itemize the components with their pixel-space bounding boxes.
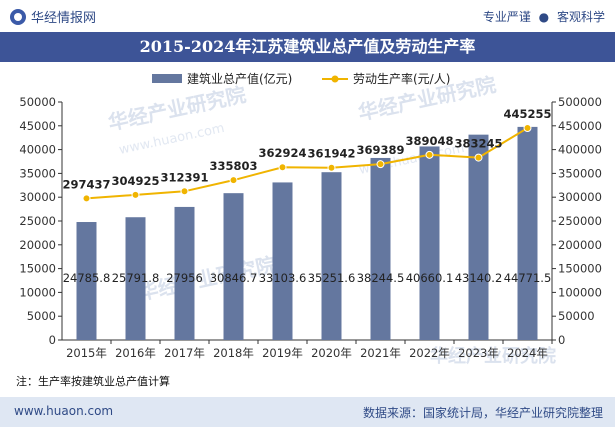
line-point [474, 153, 483, 162]
x-tick-label: 2016年 [115, 346, 156, 360]
y-left-tick-label: 5000 [27, 309, 56, 323]
line-point [425, 150, 434, 159]
y-left-tick-label: 25000 [19, 214, 56, 228]
x-tick-label: 2020年 [311, 346, 352, 360]
top-bar: 华经情报网 专业严谨 ● 客观科学 [0, 0, 615, 32]
y-left-tick-label: 35000 [19, 166, 56, 180]
y-left-tick-label: 30000 [19, 190, 56, 204]
line-point [180, 187, 189, 196]
y-right-tick-label: 500000 [558, 95, 602, 109]
y-right-tick-label: 50000 [558, 309, 595, 323]
line-data-label: 369389 [356, 143, 404, 157]
y-right-tick-label: 300000 [558, 190, 602, 204]
y-left-tick-label: 20000 [19, 238, 56, 252]
tagline: 专业严谨 ● 客观科学 [483, 8, 605, 25]
x-tick-label: 2023年 [458, 346, 499, 360]
bar [174, 206, 195, 340]
x-tick-label: 2021年 [360, 346, 401, 360]
legend-line-label: 劳动生产率(元/人) [353, 71, 450, 86]
legend-line-marker [331, 75, 339, 83]
chart-note: 注：生产率按建筑业总产值计算 [16, 375, 170, 388]
y-right-tick-label: 0 [558, 333, 565, 347]
bar [370, 157, 391, 340]
bar [321, 172, 342, 340]
line-point [327, 163, 336, 172]
y-right-tick-label: 100000 [558, 285, 602, 299]
bar-data-label: 33103.6 [259, 271, 307, 285]
line-data-label: 297437 [62, 177, 110, 191]
bar-data-label: 43140.2 [455, 271, 503, 285]
watermark-text: 华经产业研究院 [430, 345, 556, 367]
tagline-left: 专业严谨 [482, 10, 531, 24]
bar-data-label: 24785.8 [63, 271, 111, 285]
legend-bar-label: 建筑业总产值(亿元) [187, 71, 292, 86]
line-data-label: 335803 [209, 159, 257, 173]
bar [272, 182, 293, 340]
bar [419, 146, 440, 340]
line-point [131, 190, 140, 199]
y-right-tick-label: 350000 [558, 166, 602, 180]
line-data-label: 362924 [258, 146, 306, 160]
tagline-dot-icon: ● [538, 10, 550, 24]
brand-logo-icon [10, 8, 26, 25]
y-right-tick-label: 450000 [558, 119, 602, 133]
x-tick-label: 2015年 [66, 346, 107, 360]
y-left-tick-label: 15000 [19, 262, 56, 276]
bar-data-label: 30846.7 [210, 271, 258, 285]
bar-data-label: 27956 [166, 271, 203, 285]
line-point [229, 176, 238, 185]
line-point [523, 124, 532, 133]
y-left-tick-label: 50000 [19, 95, 56, 109]
line-data-label: 304925 [111, 174, 159, 188]
y-right-tick-label: 400000 [558, 143, 602, 157]
bar-data-label: 38244.5 [357, 271, 405, 285]
line-series [86, 127, 529, 200]
line-data-label: 445255 [503, 107, 551, 121]
footer: www.huaon.com 数据来源：国家统计局，华经产业研究院整理 [0, 397, 615, 427]
y-left-tick-label: 10000 [19, 285, 56, 299]
x-tick-label: 2022年 [409, 346, 450, 360]
x-tick-label: 2018年 [213, 346, 254, 360]
bar-data-label: 40660.1 [406, 271, 454, 285]
x-tick-label: 2019年 [262, 346, 303, 360]
brand-name: 华经情报网 [31, 11, 97, 26]
x-tick-label: 2024年 [507, 346, 548, 360]
bar [468, 134, 489, 340]
line-point [278, 163, 287, 172]
x-tick-label: 2017年 [164, 346, 205, 360]
footer-source: 数据来源：国家统计局，华经产业研究院整理 [362, 406, 603, 420]
legend-bar-swatch [152, 74, 182, 83]
y-left-tick-label: 45000 [19, 119, 56, 133]
y-right-tick-label: 250000 [558, 214, 602, 228]
chart-area: 华经产业研究院 华经产业研究院www.huaon.comwww.huaon.com… [19, 71, 602, 367]
tagline-right: 客观科学 [556, 10, 605, 24]
bar-data-label: 25791.8 [112, 271, 160, 285]
line-data-label: 312391 [160, 170, 208, 184]
line-data-label: 383245 [454, 137, 502, 151]
brand[interactable]: 华经情报网 [10, 7, 96, 26]
bar [125, 217, 146, 340]
bar-data-label: 44771.5 [504, 271, 552, 285]
y-right-tick-label: 150000 [558, 262, 602, 276]
y-left-tick-label: 40000 [19, 143, 56, 157]
line-data-label: 361942 [307, 147, 355, 161]
bar [76, 222, 97, 340]
line-data-label: 389048 [405, 134, 453, 148]
bar [517, 126, 538, 340]
line-point [82, 194, 91, 203]
chart-title: 2015-2024年江苏建筑业总产值及劳动生产率 [0, 32, 615, 62]
bar-data-label: 35251.6 [308, 271, 356, 285]
y-right-tick-label: 200000 [558, 238, 602, 252]
watermark-text: 华经产业研究院 [106, 82, 248, 135]
line-point [376, 160, 385, 169]
y-left-tick-label: 0 [49, 333, 56, 347]
bar [223, 193, 244, 340]
footer-site-link[interactable]: www.huaon.com [14, 404, 114, 418]
